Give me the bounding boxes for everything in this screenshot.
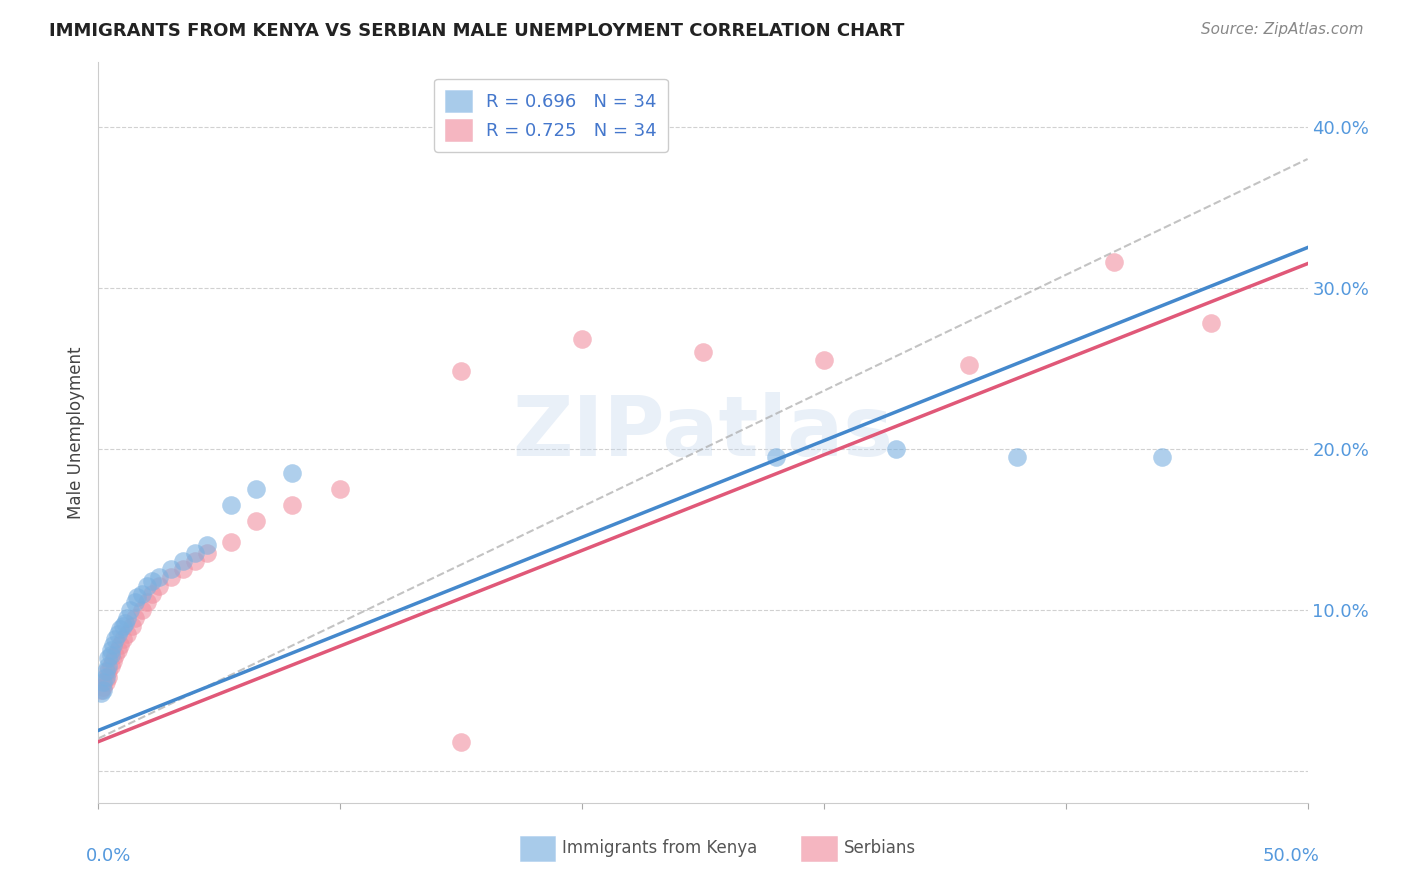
Text: Source: ZipAtlas.com: Source: ZipAtlas.com — [1201, 22, 1364, 37]
Text: Immigrants from Kenya: Immigrants from Kenya — [562, 839, 758, 857]
Text: 50.0%: 50.0% — [1263, 847, 1320, 865]
Point — [91, 680, 114, 694]
Point — [124, 594, 146, 608]
Point — [813, 353, 835, 368]
Point — [131, 602, 153, 616]
Point — [245, 514, 267, 528]
Point — [117, 627, 139, 641]
Point — [108, 638, 131, 652]
Point — [104, 632, 127, 646]
Point — [124, 610, 146, 624]
Point — [131, 586, 153, 600]
Point — [108, 622, 131, 636]
Point — [107, 643, 129, 657]
Point — [886, 442, 908, 456]
Text: 0.0%: 0.0% — [86, 847, 132, 865]
Point — [135, 578, 157, 592]
Point — [100, 648, 122, 662]
Point — [571, 332, 593, 346]
Point — [281, 466, 304, 480]
Text: Serbians: Serbians — [844, 839, 915, 857]
Point — [111, 619, 134, 633]
Point — [135, 594, 157, 608]
Point — [94, 670, 117, 684]
Point — [91, 675, 114, 690]
Point — [329, 482, 352, 496]
Point — [450, 734, 472, 748]
Point — [172, 554, 194, 568]
Point — [141, 586, 163, 600]
Point — [141, 574, 163, 588]
Point — [148, 578, 170, 592]
Point — [97, 670, 120, 684]
Text: ZIPatlas: ZIPatlas — [513, 392, 893, 473]
Point — [765, 450, 787, 464]
Point — [94, 675, 117, 690]
Point — [101, 654, 124, 668]
Point — [184, 546, 207, 560]
Point — [94, 664, 117, 678]
Point — [1007, 450, 1029, 464]
Point — [97, 651, 120, 665]
Point — [160, 570, 183, 584]
Point — [90, 686, 112, 700]
Point — [184, 554, 207, 568]
Point — [118, 602, 141, 616]
Point — [91, 683, 114, 698]
Point — [195, 546, 218, 560]
Point — [245, 482, 267, 496]
Point — [148, 570, 170, 584]
Point — [97, 664, 120, 678]
Point — [114, 615, 136, 630]
Point — [107, 627, 129, 641]
Point — [121, 619, 143, 633]
Point — [221, 535, 243, 549]
Point — [172, 562, 194, 576]
Point — [100, 659, 122, 673]
Point — [1199, 316, 1222, 330]
Legend: R = 0.696   N = 34, R = 0.725   N = 34: R = 0.696 N = 34, R = 0.725 N = 34 — [434, 78, 668, 152]
Point — [450, 364, 472, 378]
Text: IMMIGRANTS FROM KENYA VS SERBIAN MALE UNEMPLOYMENT CORRELATION CHART: IMMIGRANTS FROM KENYA VS SERBIAN MALE UN… — [49, 22, 904, 40]
Point — [111, 632, 134, 646]
Point — [195, 538, 218, 552]
Point — [127, 590, 149, 604]
Point — [281, 498, 304, 512]
Point — [160, 562, 183, 576]
Point — [90, 683, 112, 698]
Point — [104, 648, 127, 662]
Point — [221, 498, 243, 512]
Y-axis label: Male Unemployment: Male Unemployment — [66, 346, 84, 519]
Point — [957, 358, 980, 372]
Point — [100, 643, 122, 657]
Point — [1152, 450, 1174, 464]
Point — [117, 610, 139, 624]
Point — [101, 638, 124, 652]
Point — [692, 345, 714, 359]
Point — [1102, 255, 1125, 269]
Point — [97, 659, 120, 673]
